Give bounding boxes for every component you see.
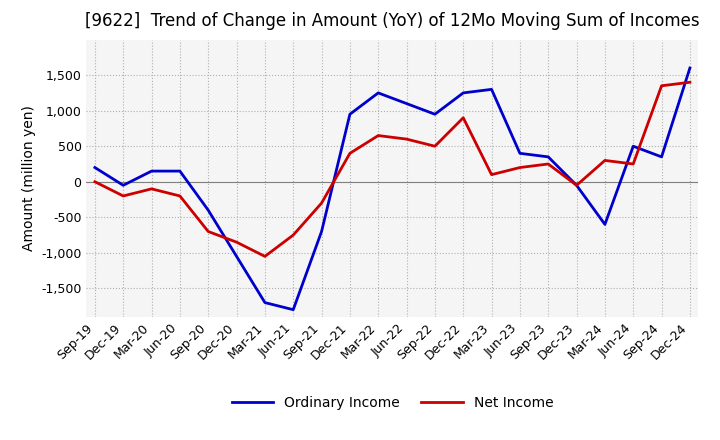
Ordinary Income — [91, 165, 99, 170]
Ordinary Income — [657, 154, 666, 160]
Net Income — [487, 172, 496, 177]
Ordinary Income — [629, 143, 637, 149]
Legend: Ordinary Income, Net Income: Ordinary Income, Net Income — [226, 390, 559, 415]
Ordinary Income — [233, 254, 241, 259]
Ordinary Income — [318, 229, 326, 234]
Ordinary Income — [402, 101, 411, 106]
Line: Net Income: Net Income — [95, 82, 690, 257]
Ordinary Income — [374, 90, 382, 95]
Net Income — [176, 193, 184, 198]
Net Income — [516, 165, 524, 170]
Net Income — [204, 229, 212, 234]
Net Income — [629, 161, 637, 167]
Net Income — [148, 186, 156, 191]
Net Income — [402, 136, 411, 142]
Ordinary Income — [289, 307, 297, 312]
Net Income — [289, 232, 297, 238]
Net Income — [374, 133, 382, 138]
Net Income — [459, 115, 467, 121]
Ordinary Income — [544, 154, 552, 160]
Ordinary Income — [346, 112, 354, 117]
Net Income — [346, 150, 354, 156]
Net Income — [431, 143, 439, 149]
Ordinary Income — [119, 183, 127, 188]
Net Income — [119, 193, 127, 198]
Net Income — [657, 83, 666, 88]
Ordinary Income — [487, 87, 496, 92]
Ordinary Income — [516, 150, 524, 156]
Y-axis label: Amount (million yen): Amount (million yen) — [22, 105, 35, 251]
Ordinary Income — [572, 183, 581, 188]
Ordinary Income — [431, 112, 439, 117]
Net Income — [233, 239, 241, 245]
Net Income — [685, 80, 694, 85]
Ordinary Income — [685, 66, 694, 71]
Ordinary Income — [600, 222, 609, 227]
Net Income — [572, 183, 581, 188]
Ordinary Income — [176, 169, 184, 174]
Net Income — [600, 158, 609, 163]
Ordinary Income — [459, 90, 467, 95]
Title: [9622]  Trend of Change in Amount (YoY) of 12Mo Moving Sum of Incomes: [9622] Trend of Change in Amount (YoY) o… — [85, 12, 700, 30]
Ordinary Income — [204, 208, 212, 213]
Net Income — [544, 161, 552, 167]
Ordinary Income — [261, 300, 269, 305]
Ordinary Income — [148, 169, 156, 174]
Net Income — [91, 179, 99, 184]
Net Income — [261, 254, 269, 259]
Net Income — [318, 201, 326, 206]
Line: Ordinary Income: Ordinary Income — [95, 68, 690, 310]
